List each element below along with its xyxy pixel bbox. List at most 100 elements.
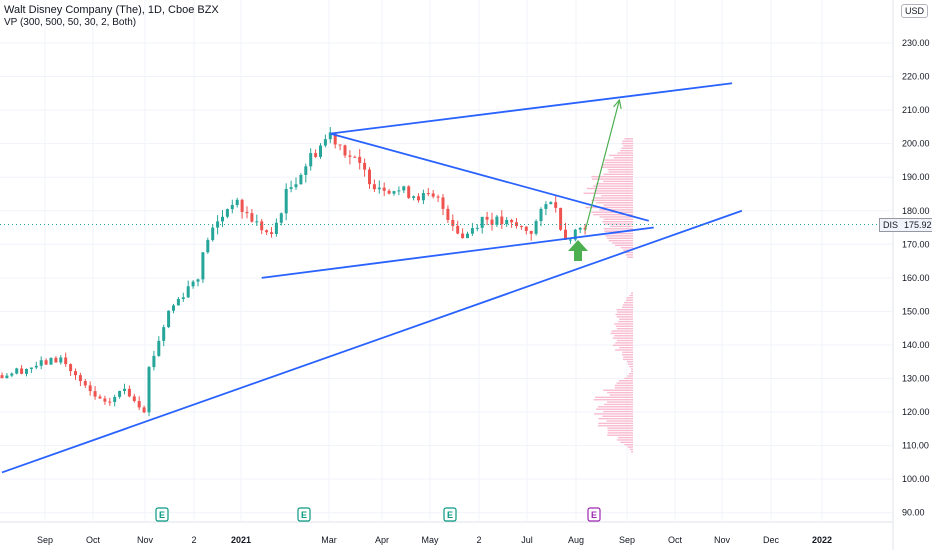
candle-body [534,221,538,234]
volume-profile-bar [624,377,633,380]
volume-profile-bar [618,436,633,439]
volume-profile-bar [594,190,633,192]
candle-body [59,357,63,363]
candle-body [363,162,367,170]
x-tick-label: Nov [714,535,731,545]
projection-arrow-head [613,98,622,109]
x-tick-label: 2 [476,535,481,545]
volume-profile-bar [599,209,633,211]
last-price-tag: DIS 175.92 [879,218,932,232]
candle-body [20,368,24,374]
volume-profile-bar [591,199,633,202]
candle-body [74,371,77,376]
volume-profile-bar [603,173,633,176]
y-tick-label: 140.00 [902,340,930,350]
volume-profile-bar [616,325,633,327]
candle-body [529,230,533,234]
volume-profile-bar [619,346,633,349]
candle-body [495,216,499,225]
candle-body [377,187,381,190]
y-tick-label: 170.00 [902,239,930,249]
candle-body [510,220,514,223]
volume-profile-bar [609,154,633,157]
volume-profile-bar [605,235,633,237]
candle-body [549,202,553,205]
volume-profile-bar [597,406,633,408]
lower-triangle-line[interactable] [261,226,654,279]
volume-profile-bar [616,327,633,330]
earnings-marker-label: E [447,510,453,520]
volume-profile-bar [607,427,633,429]
earnings-marker-label: E [591,510,597,520]
price-tag-value: 175.92 [904,220,932,230]
earnings-marker[interactable]: E [443,507,457,522]
candle-body [402,186,406,191]
candle-body [328,132,332,140]
candle-body [456,225,460,234]
volume-profile-bar [624,301,633,304]
candle-body [421,193,425,201]
volume-profile-bar [631,370,633,372]
volume-profile-bar [603,389,633,391]
volume-profile-bar [595,396,633,399]
candle-body [333,132,337,145]
volume-profile-bar [606,420,633,422]
candle-body [397,190,401,192]
chart-title: Walt Disney Company (The), 1D, Cboe BZX [4,4,219,16]
volume-profile-bar [624,138,633,140]
candle-body [34,365,38,368]
volume-profile-bar [592,185,633,187]
candle-body [25,368,28,374]
volume-profile-bar [615,349,633,351]
volume-profile-bar [621,147,633,149]
candle-body [500,216,504,225]
earnings-marker-box [587,507,601,522]
candle-body [98,396,102,399]
earnings-marker[interactable]: E [587,507,601,522]
volume-profile-bar [604,232,633,235]
currency-button[interactable]: USD [900,4,928,18]
volume-profile-bar [614,387,633,389]
upper-channel-line[interactable] [330,82,733,135]
candle-body [118,390,122,397]
candle-body [490,219,494,225]
volume-profile-bar [617,311,633,313]
volume-profile-bar [625,254,633,256]
candle-body [382,187,386,191]
candle-body [5,375,9,379]
candle-body [250,213,254,222]
candle-body [216,221,220,228]
candle-body [162,327,166,341]
volume-profile-bar [594,413,633,415]
volume-profile-bar [615,244,633,247]
candle-body [211,227,215,241]
y-tick-label: 150.00 [902,306,930,316]
candle-body [127,388,131,397]
volume-profile-bar [619,318,633,320]
candle-body [78,375,82,382]
projection-arrow[interactable] [584,99,620,232]
candle-body [167,310,171,328]
volume-profile-bar [615,342,633,344]
candle-body [436,196,440,198]
candle-body [83,381,87,386]
candle-body [539,208,543,222]
volume-profile-block [610,292,633,372]
volume-profile-bar [583,192,633,194]
indicator-label[interactable]: VP (300, 500, 50, 30, 2, Both) [4,17,137,28]
long-support-line[interactable] [1,209,743,474]
volume-profile-bar [616,382,633,384]
earnings-marker[interactable]: E [155,507,169,522]
earnings-marker[interactable]: E [297,507,311,522]
volume-profile-bar [618,380,633,382]
candle-body [64,357,68,365]
upper-triangle-line[interactable] [330,132,650,222]
candle-body [176,298,180,306]
volume-profile-block [593,372,633,453]
volume-profile-bar [591,178,633,180]
candle-body [348,155,352,157]
candle-body [54,357,58,363]
candle-body [69,364,73,372]
x-tick-label: Sep [37,535,53,545]
